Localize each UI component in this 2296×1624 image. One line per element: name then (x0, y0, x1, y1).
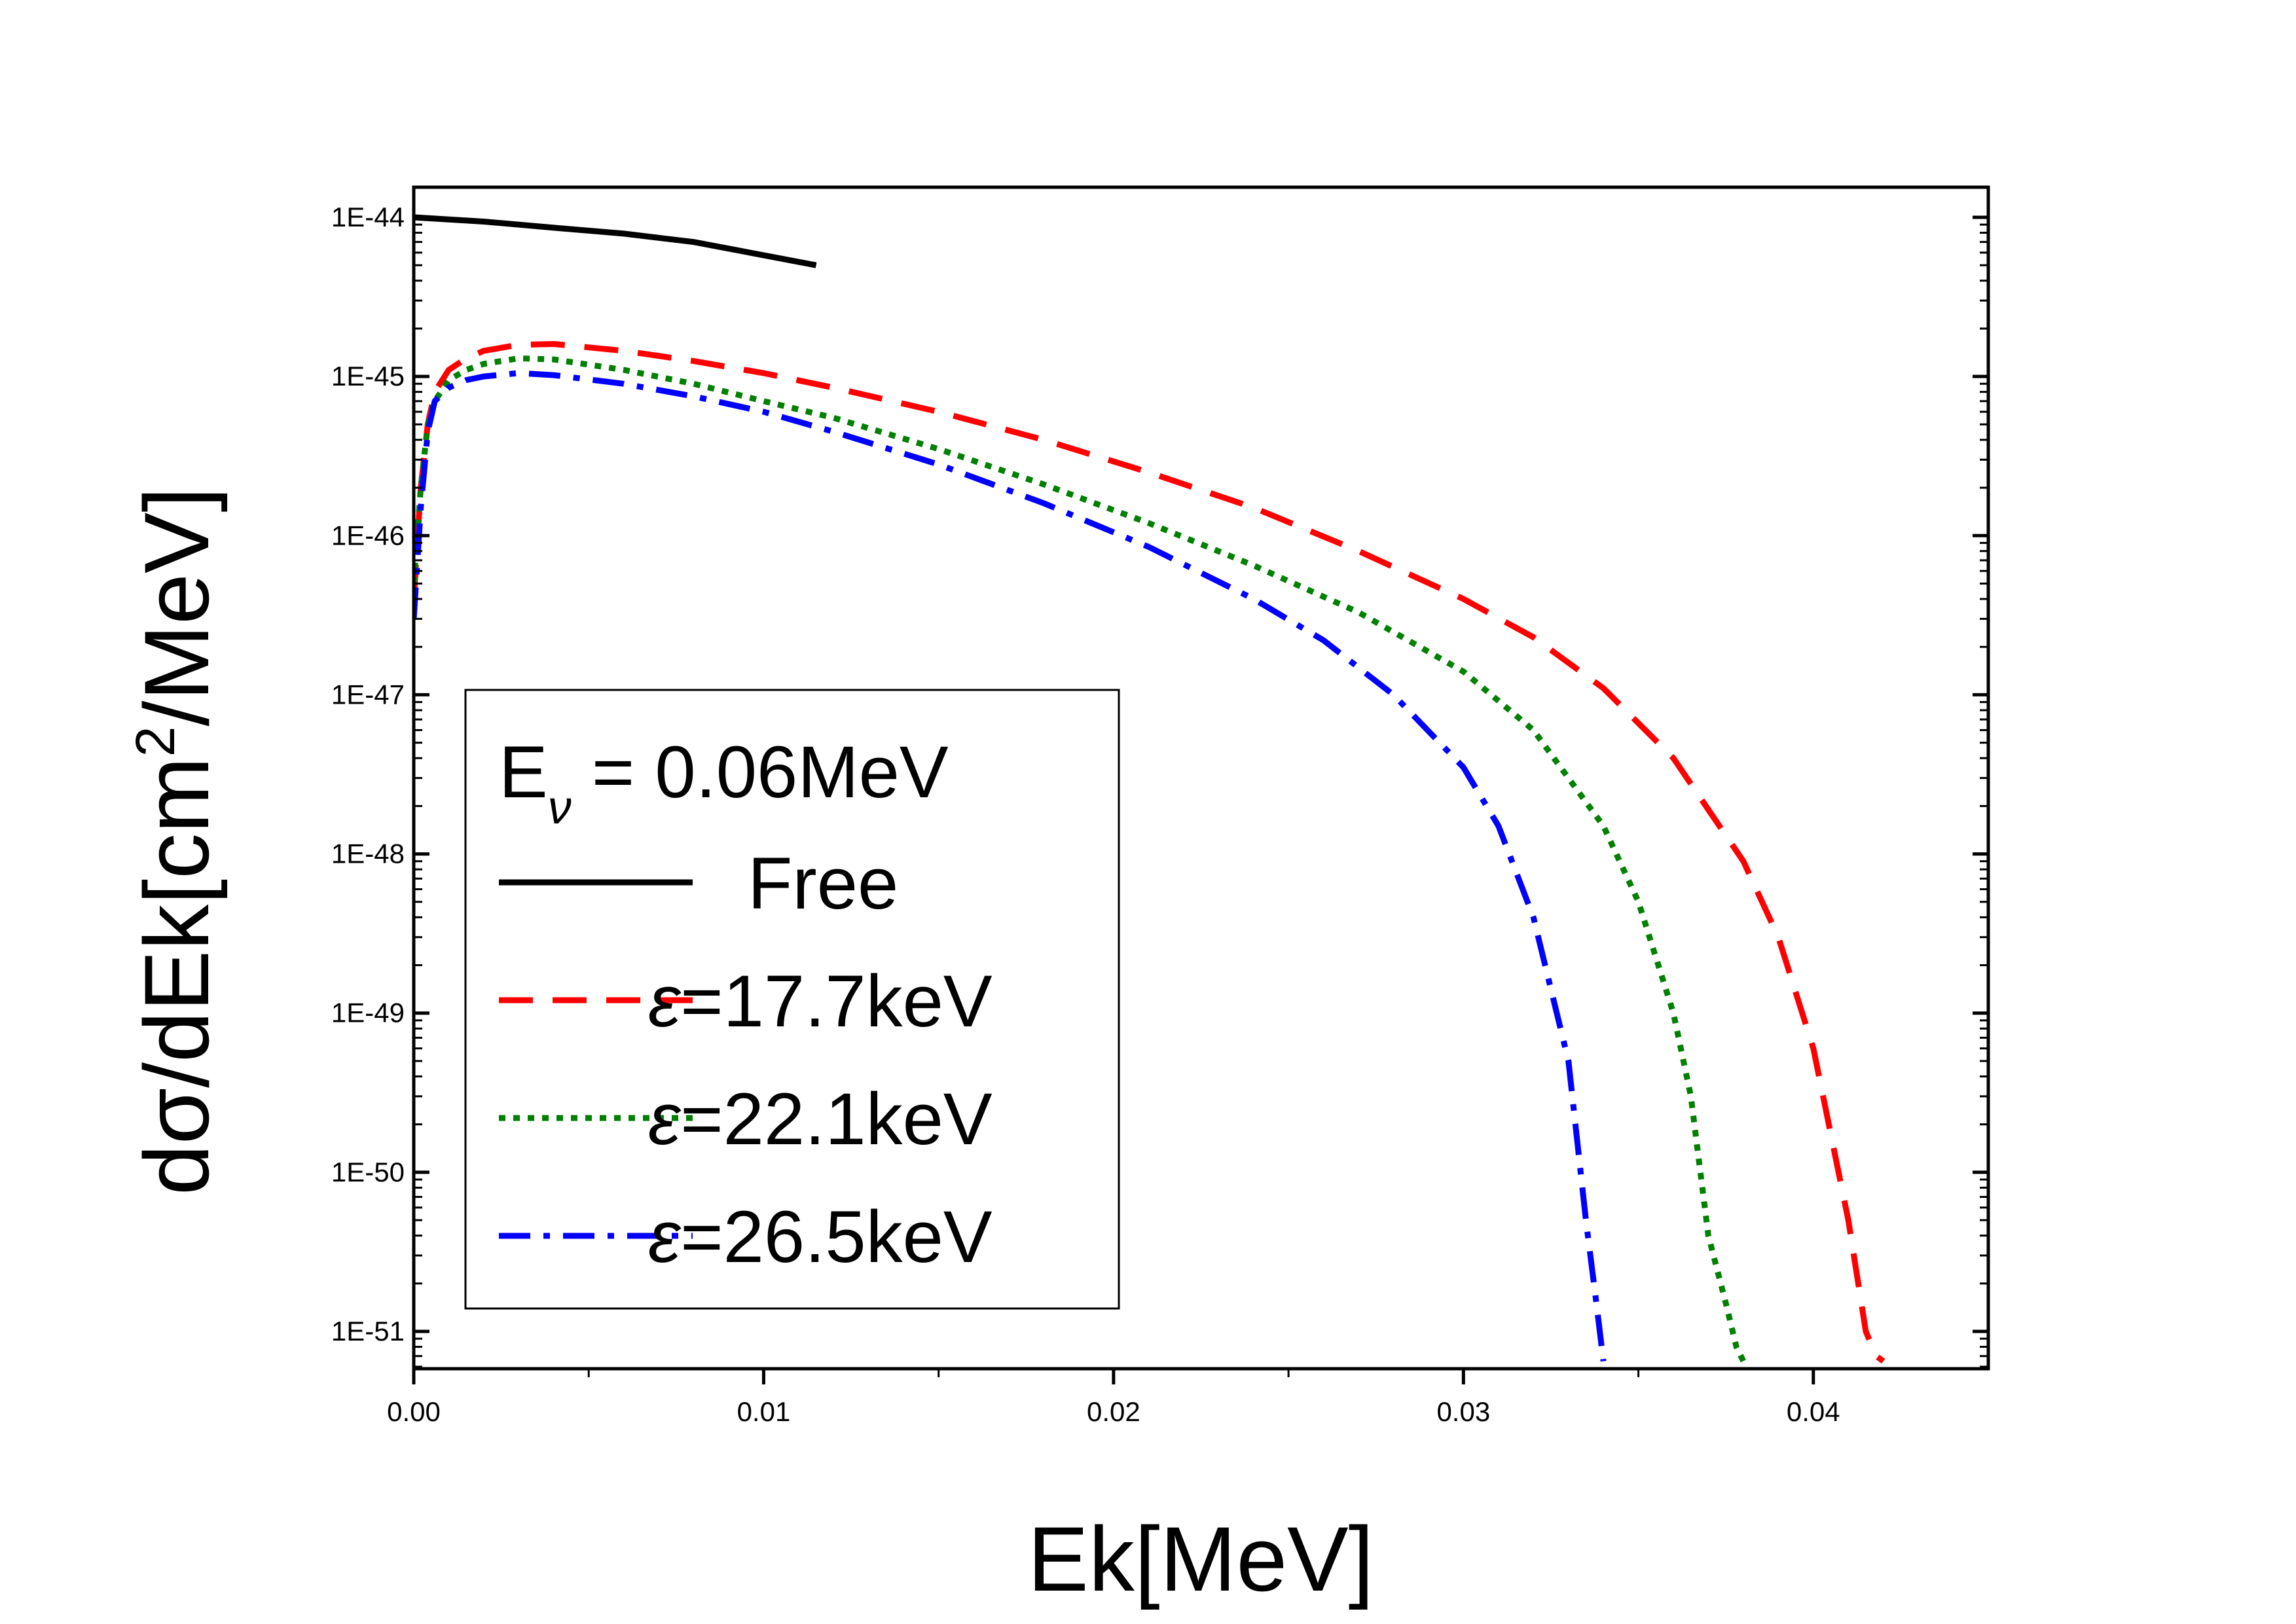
series-line-3 (414, 370, 1607, 1362)
legend-header-value: = 0.06MeV (572, 731, 949, 813)
x-tick-label: 0.01 (737, 1396, 791, 1427)
x-axis-title: Ek[MeV] (1027, 1507, 1374, 1610)
y-tick-label: 1E-44 (331, 202, 405, 232)
y-axis-title-suffix: /MeV] (125, 487, 228, 727)
legend-label-3: ε=26.5keV (648, 1196, 993, 1278)
y-axis-title: dσ/dEk[cm2/MeV] (124, 487, 228, 1195)
legend-label-value: =22.1keV (680, 1078, 993, 1160)
ticks-layer: 1E-44 1E-45 1E-46 1E-47 1E-48 1E-49 1E-50 1E-51… (331, 202, 1988, 1427)
legend-label-symbol: ε (648, 1196, 682, 1278)
y-tick-label: 1E-45 (331, 361, 405, 391)
series-line-0 (414, 214, 817, 268)
series-layer (414, 214, 1886, 1364)
legend-header: Eν = 0.06MeV (499, 731, 949, 834)
legend-header-main: E (499, 731, 548, 813)
legend-label-symbol: ε (648, 1078, 682, 1160)
x-tick-label: 0.00 (387, 1396, 441, 1427)
legend-label-0: Free (748, 842, 898, 924)
y-tick-label: 1E-46 (331, 520, 405, 550)
legend-label-symbol: ε (648, 960, 682, 1042)
y-tick-label: 1E-49 (331, 998, 405, 1028)
y-tick-label: 1E-50 (331, 1157, 405, 1187)
series-line-2 (414, 355, 1746, 1363)
legend-header-subscript: ν (548, 782, 572, 834)
x-tick-label: 0.04 (1787, 1396, 1840, 1427)
legend-label-2: ε=22.1keV (648, 1078, 993, 1160)
legend-label-value: =17.7keV (680, 960, 993, 1042)
legend-label-1: ε=17.7keV (648, 960, 993, 1042)
series-line-1 (414, 341, 1886, 1364)
legend: Eν = 0.06MeVFreeε=17.7keVε=22.1keVε=26.5… (464, 689, 1120, 1310)
x-tick-label: 0.02 (1087, 1396, 1140, 1427)
x-tick-label: 0.03 (1436, 1396, 1490, 1427)
legend-label-value: =26.5keV (680, 1196, 993, 1278)
y-tick-label: 1E-47 (331, 679, 405, 710)
y-tick-label: 1E-51 (331, 1316, 405, 1346)
y-axis-title-prefix: dσ/dEk[cm (125, 757, 228, 1195)
y-axis-title-superscript: 2 (124, 727, 186, 757)
y-tick-label: 1E-48 (331, 839, 405, 869)
